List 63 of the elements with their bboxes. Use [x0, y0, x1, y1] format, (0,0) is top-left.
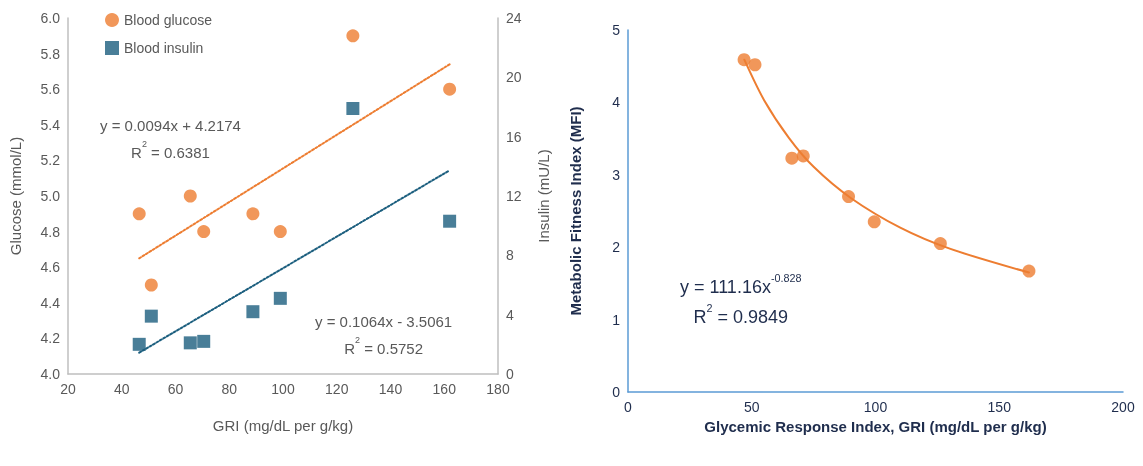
x-tick-label: 200 [1111, 399, 1135, 415]
y-tick-label: 1 [612, 311, 621, 328]
x-tick-label: 60 [167, 381, 184, 397]
point [273, 291, 287, 305]
point [246, 207, 260, 221]
x-tick-label: 150 [987, 399, 1012, 415]
x-tick-label: 100 [863, 399, 888, 415]
point [748, 58, 762, 72]
y-tick-label: 4.4 [40, 294, 61, 311]
y-tick-label: 6.0 [40, 10, 61, 26]
x-tick-label: 0 [624, 399, 633, 415]
point [197, 334, 211, 348]
y-tick-label: 5.4 [40, 116, 61, 133]
y2-tick-label: 12 [506, 188, 522, 204]
point [144, 309, 158, 323]
y2-tick-label: 8 [506, 247, 514, 264]
x-tick-label: 160 [432, 381, 457, 397]
point [785, 151, 799, 165]
x-tick-label: 80 [221, 381, 238, 397]
point [867, 215, 881, 229]
x-tick-label: 20 [60, 381, 76, 397]
x-axis-title: Glycemic Response Index, GRI (mg/dL per g/kg) [704, 417, 1047, 435]
x-tick-label: 140 [378, 381, 403, 397]
point [246, 305, 260, 319]
y-tick-label: 5.8 [40, 45, 61, 62]
y-tick-label: 4 [612, 94, 621, 111]
y-tick-label: 4.0 [40, 366, 61, 382]
x-tick-label: 120 [325, 381, 349, 397]
y-tick-label: 3 [612, 166, 621, 183]
point [183, 189, 197, 203]
y-tick-label: 5.6 [40, 81, 61, 98]
y-tick-label: 4.2 [40, 330, 61, 347]
y-tick-label: 5.2 [40, 152, 61, 169]
y-tick-label: 5.0 [40, 188, 61, 204]
y2-tick-label: 20 [506, 69, 522, 86]
y-axis-title: Glucose (mmol/L) [7, 136, 24, 256]
x-tick-label: 100 [271, 381, 295, 397]
point [346, 29, 360, 43]
point [132, 337, 146, 351]
point [443, 214, 457, 228]
point [183, 336, 197, 350]
legend-label: Blood insulin [124, 40, 204, 56]
x-axis-title: GRI (mg/dL per g/kg) [212, 417, 354, 434]
x-tick-label: 180 [486, 381, 510, 397]
y2-tick-label: 0 [506, 366, 514, 382]
y2-tick-label: 24 [506, 10, 522, 26]
y-axis-title: Metabolic Fitness Index (MFI) [567, 106, 584, 316]
point [273, 225, 287, 239]
y-tick-label: 4.6 [40, 259, 61, 276]
legend-label: Blood glucose [124, 12, 213, 28]
point [443, 82, 457, 96]
y2-tick-label: 4 [506, 306, 514, 323]
point [197, 225, 211, 239]
point [144, 278, 158, 292]
y2-axis-title: Insulin (mU/L) [535, 149, 552, 243]
y-tick-label: 5 [612, 22, 621, 38]
x-tick-label: 50 [743, 399, 760, 415]
x-tick-label: 40 [113, 381, 130, 397]
point [346, 101, 360, 115]
y2-tick-label: 16 [506, 128, 522, 145]
y-tick-label: 2 [612, 239, 621, 256]
y-tick-label: 4.8 [40, 223, 61, 240]
point [132, 207, 146, 221]
